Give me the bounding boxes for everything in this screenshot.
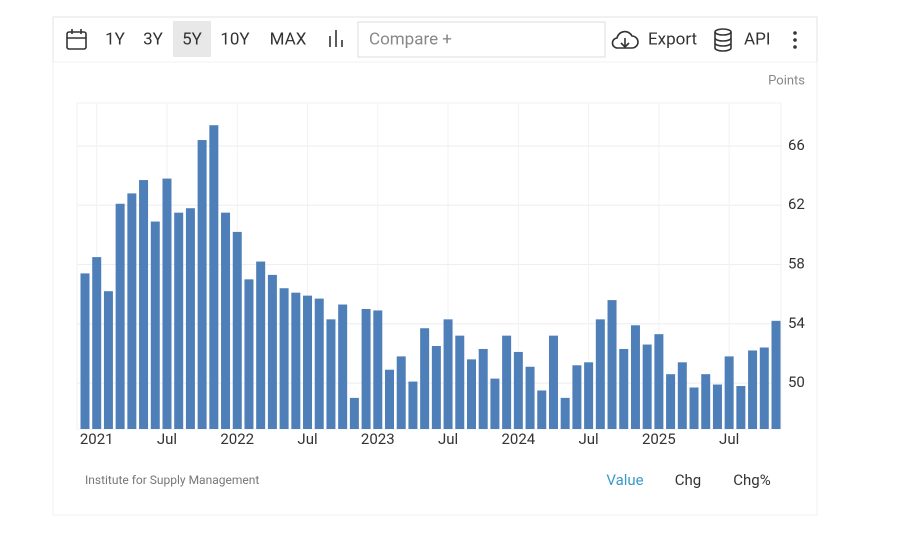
bar (185, 208, 195, 429)
bar (455, 335, 465, 429)
bar (314, 298, 324, 429)
chart-type-icon[interactable] (329, 30, 343, 47)
compare-box[interactable] (357, 21, 606, 58)
api-button[interactable]: API (744, 29, 770, 49)
bar (127, 193, 137, 429)
compare-placeholder[interactable]: Compare + (369, 29, 452, 49)
bar (560, 397, 570, 429)
bar (244, 279, 254, 429)
x-tick-label: 2025 (642, 430, 676, 448)
bar (677, 362, 687, 429)
bar (642, 344, 652, 429)
bar (92, 257, 102, 429)
x-tick-label: Jul (438, 430, 458, 448)
range-button[interactable]: 1Y (105, 29, 126, 49)
range-button[interactable]: 5Y (182, 29, 203, 49)
api-icon[interactable] (714, 28, 732, 52)
x-tick-label: Jul (719, 430, 739, 448)
x-tick-label: 2022 (220, 430, 254, 448)
bar (139, 180, 149, 429)
bar (209, 125, 219, 430)
range-active-bg (173, 21, 211, 57)
bar (291, 292, 301, 429)
bar (326, 319, 336, 429)
y-tick-label: 66 (788, 136, 805, 154)
bar (420, 328, 430, 429)
bar (338, 304, 348, 429)
bar (513, 351, 523, 429)
bar (279, 288, 289, 429)
bar (431, 346, 441, 429)
x-tick-label: 2024 (501, 430, 535, 448)
bar (584, 362, 594, 429)
export-icon[interactable] (611, 30, 639, 49)
bar (724, 356, 734, 429)
export-button[interactable]: Export (648, 29, 697, 49)
y-tick-label: 62 (788, 195, 805, 213)
bar (466, 359, 476, 429)
bar (80, 273, 90, 429)
bar (232, 231, 242, 429)
bar (595, 319, 605, 429)
value-tab[interactable]: Chg% (733, 471, 770, 489)
bar (748, 350, 758, 429)
bar (736, 386, 746, 429)
bar (373, 310, 383, 429)
bar (162, 178, 172, 429)
bar (619, 348, 629, 429)
x-tick-label: Jul (157, 430, 177, 448)
bar (443, 319, 453, 429)
bar (267, 274, 277, 429)
y-tick-label: 54 (788, 314, 805, 332)
bar (537, 390, 547, 429)
x-tick-label: Jul (297, 430, 317, 448)
bar (150, 221, 160, 429)
bar (408, 381, 418, 429)
source: Institute for Supply Management (85, 473, 259, 487)
bar (103, 291, 113, 429)
y-tick-label: 50 (788, 373, 805, 391)
more-menu[interactable] (793, 31, 797, 49)
value-tab[interactable]: Value (606, 471, 643, 489)
y-tick-label: 58 (788, 254, 805, 272)
x-tick-label: Jul (579, 430, 599, 448)
bar (349, 397, 359, 429)
bar (771, 320, 781, 429)
calendar-icon[interactable] (66, 29, 87, 50)
bar (361, 308, 371, 429)
bar (115, 203, 125, 429)
value-tab[interactable]: Chg (675, 471, 701, 489)
bar (221, 212, 231, 429)
bar (607, 300, 617, 429)
bar (712, 384, 722, 429)
bar (548, 335, 558, 429)
bar (396, 356, 406, 429)
bar (666, 374, 676, 429)
bar (572, 365, 582, 429)
bar (525, 366, 535, 429)
bar (385, 369, 395, 429)
bar (502, 335, 512, 429)
x-tick-label: 2021 (80, 430, 114, 448)
unit-label: Points (768, 73, 805, 88)
x-tick-label: 2023 (361, 430, 395, 448)
range-button[interactable]: MAX (270, 29, 307, 49)
bar (174, 212, 184, 429)
bar (490, 378, 500, 429)
bar (654, 334, 664, 429)
bar (759, 347, 769, 429)
bar (303, 295, 313, 429)
bar (630, 325, 640, 429)
range-button[interactable]: 10Y (220, 29, 250, 49)
bar (701, 374, 711, 429)
bar (689, 387, 699, 429)
bar (256, 261, 266, 429)
bar (478, 348, 488, 429)
bar (197, 140, 207, 429)
range-button[interactable]: 3Y (143, 29, 164, 49)
